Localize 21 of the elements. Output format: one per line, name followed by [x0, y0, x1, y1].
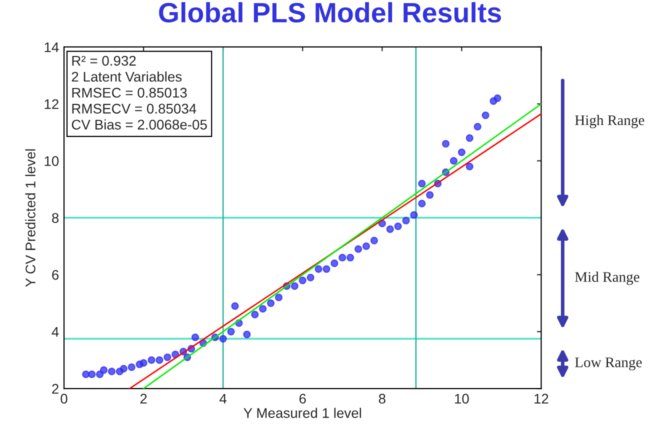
text: Mid Range	[575, 272, 640, 285]
x-tick-label: 12	[534, 394, 548, 404]
y-tick-label: 14	[44, 42, 59, 52]
chart-title: Global PLS Model Results	[159, 2, 501, 23]
y-tick-label: 8	[52, 213, 59, 223]
y-axis-title: Y CV Predicted 1 level	[25, 149, 36, 287]
text: Low Range	[575, 358, 642, 370]
y-tick-label: 12	[44, 99, 58, 109]
x-tick-label: 2	[140, 394, 147, 404]
y-tick-label: 4	[52, 327, 59, 337]
x-tick-label: 10	[455, 394, 469, 404]
y-tick-label: 10	[44, 156, 59, 166]
x-axis-title: Y Measured 1 level	[244, 408, 362, 418]
y-tick-label: 2	[52, 384, 58, 394]
x-tick-label: 4	[220, 394, 227, 404]
x-tick-label: 0	[60, 394, 68, 404]
y-tick-label: 6	[52, 270, 59, 280]
x-tick-label: 6	[299, 394, 306, 404]
x-tick-label: 8	[378, 394, 386, 404]
annotation: R² = 0.932 2 Latent Variables RMSEC = 0.85013 RMSECV = 0.85034 CV Bias = 2.0068e-05	[72, 56, 207, 130]
text: High Range	[575, 114, 644, 128]
